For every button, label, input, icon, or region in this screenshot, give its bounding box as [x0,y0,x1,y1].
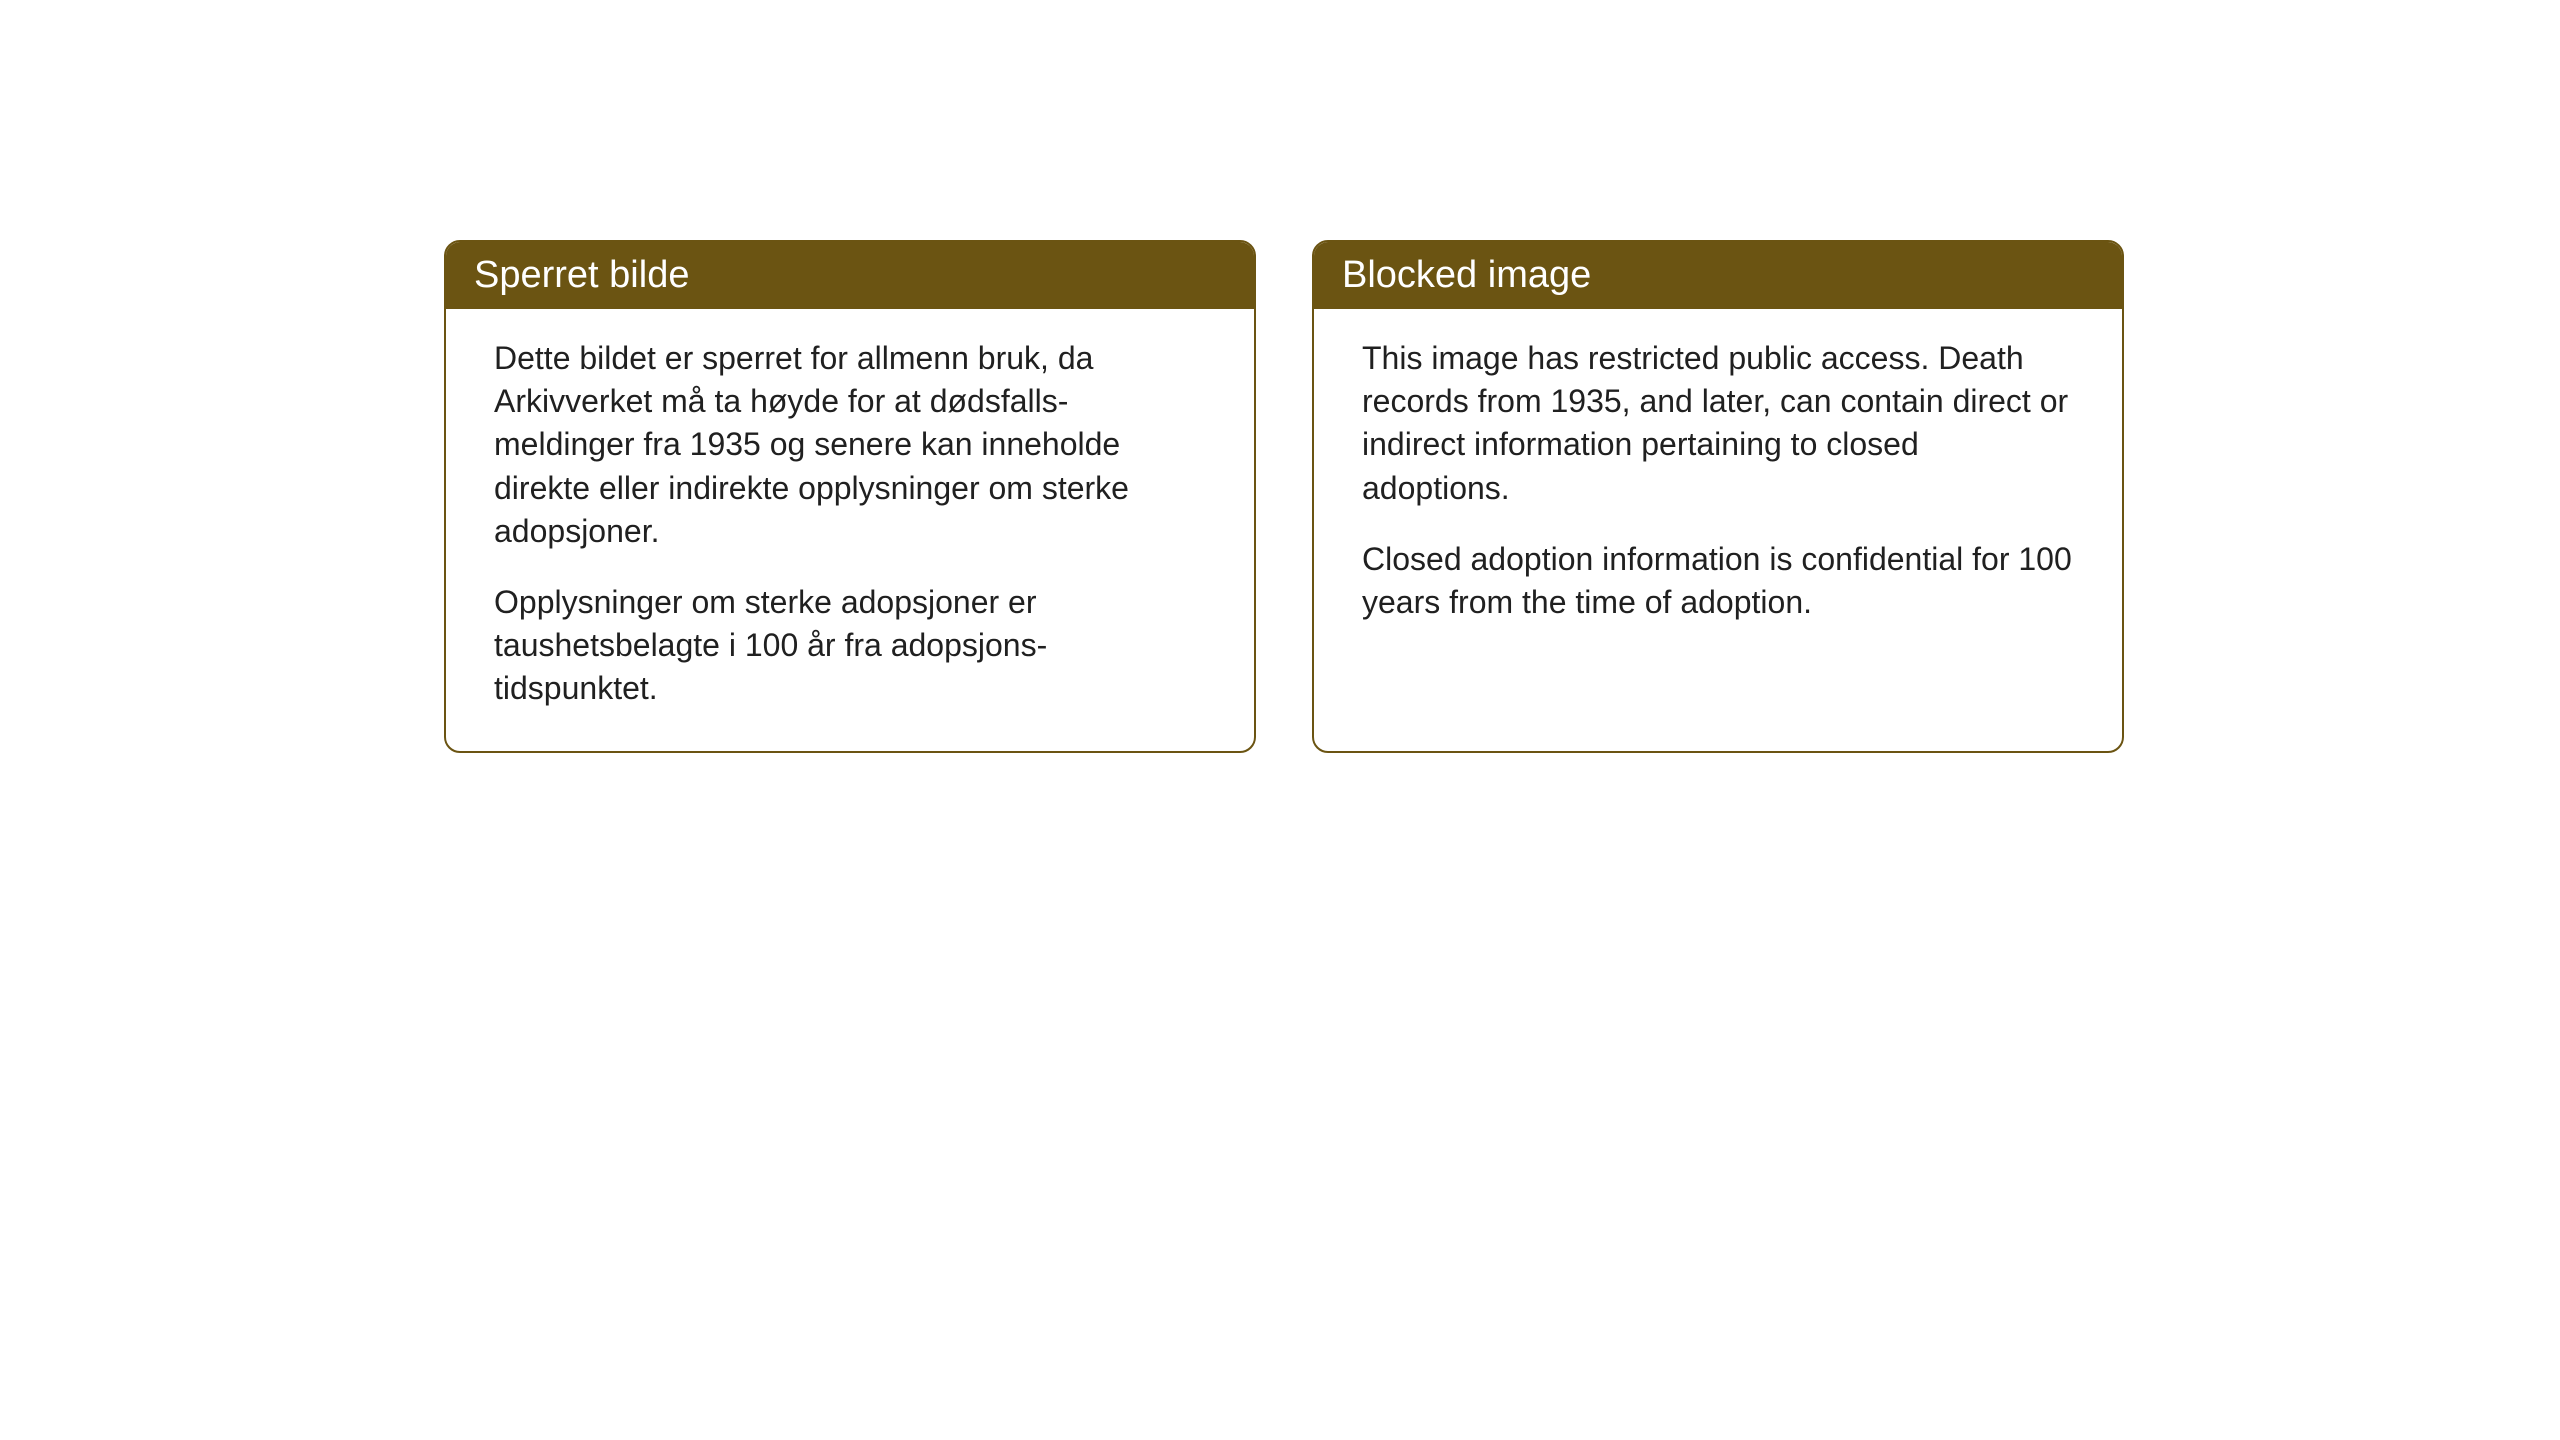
card-body-english: This image has restricted public access.… [1314,309,2122,664]
card-para2-norwegian: Opplysninger om sterke adopsjoner er tau… [494,581,1206,711]
card-header-english: Blocked image [1314,242,2122,309]
notice-card-norwegian: Sperret bilde Dette bildet er sperret fo… [444,240,1256,753]
card-para1-english: This image has restricted public access.… [1362,337,2074,510]
notice-cards-container: Sperret bilde Dette bildet er sperret fo… [444,240,2560,753]
card-title-norwegian: Sperret bilde [474,254,689,296]
notice-card-english: Blocked image This image has restricted … [1312,240,2124,753]
card-header-norwegian: Sperret bilde [446,242,1254,309]
card-title-english: Blocked image [1342,254,1591,296]
card-para2-english: Closed adoption information is confident… [1362,538,2074,624]
card-para1-norwegian: Dette bildet er sperret for allmenn bruk… [494,337,1206,553]
card-body-norwegian: Dette bildet er sperret for allmenn bruk… [446,309,1254,751]
